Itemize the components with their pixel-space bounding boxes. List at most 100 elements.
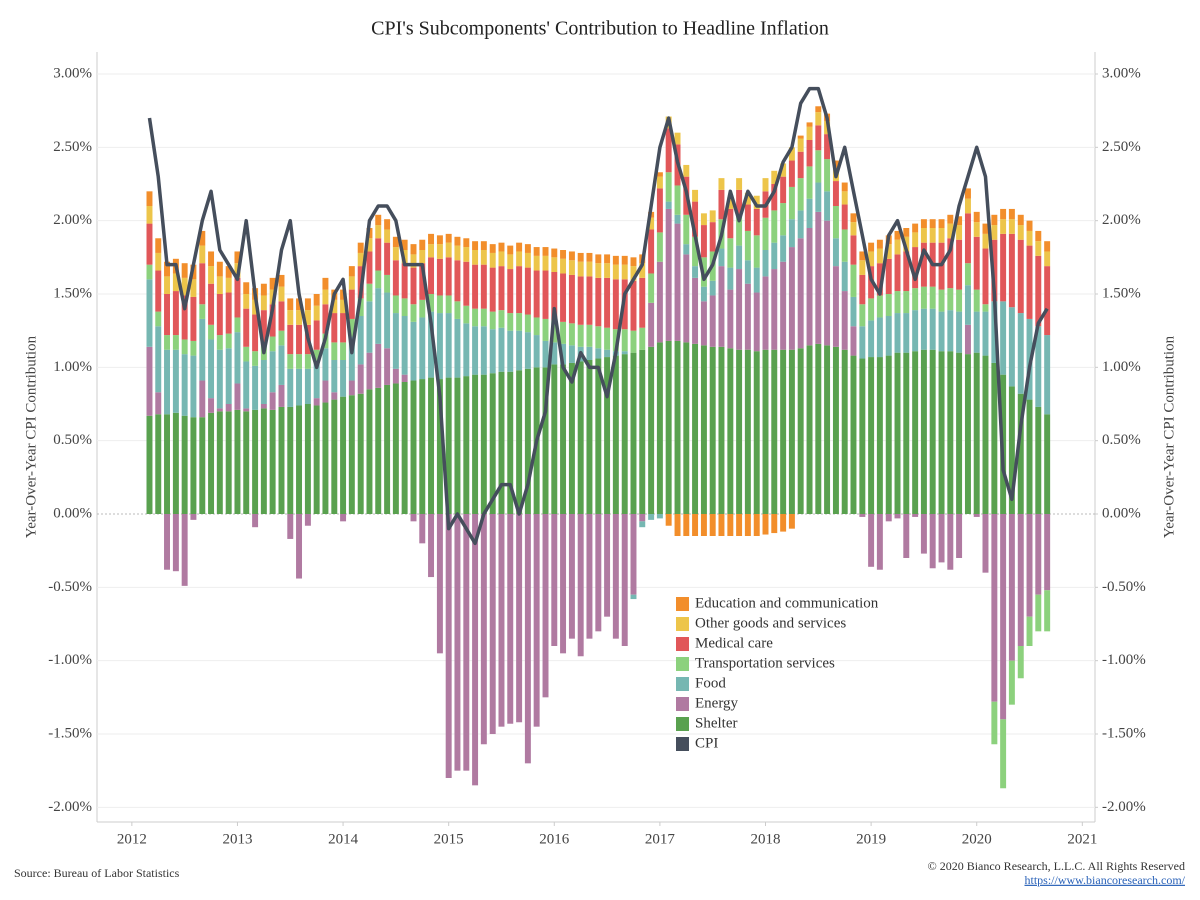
- bar-segment: [956, 352, 963, 514]
- bar-segment: [472, 326, 479, 375]
- bar-segment: [1000, 514, 1007, 720]
- bar-segment: [1008, 660, 1015, 705]
- legend-label: Energy: [695, 695, 739, 711]
- bar-segment: [480, 264, 487, 309]
- bar-segment: [164, 414, 170, 514]
- bar-segment: [727, 267, 734, 290]
- y2-axis-label: Year-Over-Year CPI Contribution: [1161, 335, 1177, 538]
- bar-segment: [199, 380, 206, 418]
- bar-segment: [454, 318, 461, 378]
- chart-title: CPI's Subcomponents' Contribution to Hea…: [371, 18, 829, 40]
- bar-segment: [181, 263, 188, 278]
- bar-segment: [445, 514, 452, 778]
- bar-segment: [780, 235, 787, 262]
- x-tick-label: 2017: [645, 831, 676, 847]
- bar-segment: [727, 289, 734, 349]
- bar-segment: [410, 244, 417, 255]
- bar-segment: [903, 352, 910, 514]
- bar-segment: [991, 214, 998, 226]
- bar-segment: [190, 340, 197, 356]
- bar-segment: [287, 324, 294, 355]
- bar-segment: [507, 330, 514, 372]
- bar-segment: [938, 311, 945, 352]
- bar-segment: [269, 289, 276, 305]
- bar-segment: [252, 365, 259, 410]
- bar-segment: [216, 294, 223, 336]
- bar-segment: [956, 216, 963, 226]
- bar-segment: [1017, 514, 1024, 646]
- bar-segment: [357, 316, 364, 365]
- bar-segment: [692, 343, 699, 514]
- bar-segment: [480, 514, 487, 745]
- bar-segment: [454, 514, 461, 771]
- bar-segment: [868, 242, 875, 252]
- bar-segment: [639, 514, 646, 522]
- bar-segment: [190, 514, 197, 520]
- legend-swatch: [676, 637, 689, 651]
- bar-segment: [868, 514, 875, 567]
- bar-segment: [762, 178, 769, 192]
- bar-segment: [718, 178, 725, 190]
- bar-segment: [788, 147, 795, 161]
- bar-segment: [296, 368, 303, 406]
- bar-segment: [357, 242, 364, 253]
- bar-segment: [912, 351, 919, 514]
- bar-segment: [243, 294, 250, 309]
- bar-segment: [243, 361, 250, 409]
- bar-segment: [859, 326, 866, 359]
- x-tick-label: 2014: [328, 831, 359, 847]
- bar-segment: [146, 206, 153, 224]
- bar-segment: [304, 298, 311, 311]
- x-tick-label: 2020: [962, 831, 992, 847]
- bar-segment: [524, 332, 531, 369]
- bar-segment: [384, 274, 391, 293]
- bar-segment: [648, 229, 655, 274]
- bar-segment: [322, 304, 329, 334]
- bar-segment: [269, 336, 276, 352]
- bar-segment: [991, 701, 998, 745]
- bar-segment: [146, 223, 153, 265]
- bar-segment: [692, 277, 699, 344]
- bar-segment: [392, 295, 399, 314]
- bar-segment: [269, 409, 276, 514]
- bar-segment: [436, 514, 443, 654]
- bar-segment: [568, 345, 575, 363]
- bar-segment: [1017, 313, 1024, 394]
- bar-segment: [586, 324, 593, 347]
- bar-segment: [454, 377, 461, 514]
- bar-segment: [929, 308, 936, 350]
- bar-segment: [296, 405, 303, 514]
- bar-segment: [516, 514, 523, 723]
- bar-segment: [815, 112, 822, 126]
- bar-segment: [894, 313, 901, 353]
- bar-segment: [762, 349, 769, 514]
- bar-segment: [454, 236, 461, 246]
- bar-segment: [771, 349, 778, 514]
- bar-segment: [366, 389, 373, 514]
- bar-segment: [181, 354, 188, 416]
- bar-segment: [252, 351, 259, 366]
- source: Source: Bureau of Labor Statistics: [14, 866, 180, 880]
- bar-segment: [612, 514, 619, 639]
- bar-segment: [164, 276, 170, 294]
- bar-segment: [903, 514, 910, 558]
- bar-segment: [841, 229, 848, 262]
- bar-segment: [912, 247, 919, 289]
- bar-segment: [780, 176, 787, 204]
- bar-segment: [155, 238, 162, 253]
- bar-segment: [410, 380, 417, 514]
- link[interactable]: https://www.biancoresearch.com/: [1024, 873, 1185, 887]
- bar-segment: [709, 280, 716, 296]
- bar-segment: [507, 269, 514, 314]
- bar-segment: [683, 514, 690, 536]
- bar-segment: [524, 368, 531, 514]
- bar-segment: [885, 244, 892, 259]
- bar-segment: [436, 295, 443, 314]
- bar-segment: [436, 258, 443, 296]
- bar-segment: [973, 222, 980, 237]
- bar-segment: [472, 250, 479, 265]
- bar-segment: [665, 340, 672, 514]
- bar-segment: [507, 245, 514, 255]
- bar-segment: [419, 263, 426, 300]
- bar-segment: [700, 514, 707, 536]
